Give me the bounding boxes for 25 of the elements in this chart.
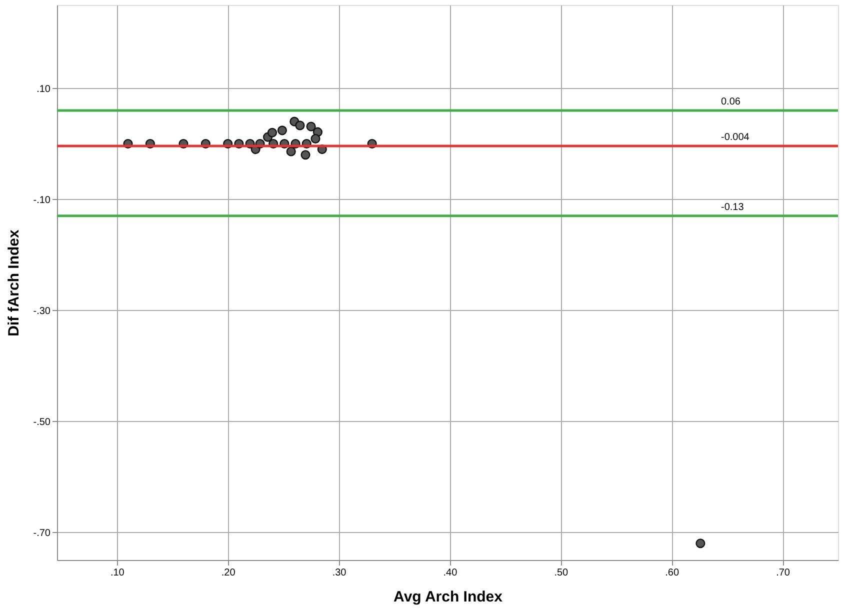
y-tick-label: .10 bbox=[36, 84, 51, 95]
ref-line-label: -0.004 bbox=[721, 132, 750, 143]
x-tick-label: .40 bbox=[443, 568, 458, 578]
x-axis-title: Avg Arch Index bbox=[394, 588, 504, 606]
x-tick-label: .10 bbox=[110, 568, 125, 578]
y-axis-title: Dif fArch Index bbox=[5, 229, 22, 336]
point bbox=[295, 120, 305, 130]
point bbox=[300, 150, 310, 160]
x-tick-label: .60 bbox=[665, 568, 680, 578]
point bbox=[306, 122, 316, 132]
ref-line-label: -0.13 bbox=[721, 202, 744, 213]
x-tick-label: .20 bbox=[221, 568, 236, 578]
y-tick-label: -.30 bbox=[33, 306, 51, 317]
ref-line-label: 0.06 bbox=[721, 96, 741, 108]
y-tick-label: -.50 bbox=[33, 416, 51, 428]
y-tick-label: -.70 bbox=[33, 528, 51, 539]
point bbox=[277, 126, 287, 136]
y-tick-label: -.10 bbox=[33, 194, 51, 206]
point bbox=[696, 538, 706, 548]
point bbox=[286, 146, 296, 156]
x-tick-label: .70 bbox=[776, 568, 790, 578]
point bbox=[267, 128, 277, 138]
x-tick-label: .50 bbox=[554, 568, 569, 578]
x-tick-label: .30 bbox=[332, 568, 347, 578]
point bbox=[310, 134, 320, 144]
